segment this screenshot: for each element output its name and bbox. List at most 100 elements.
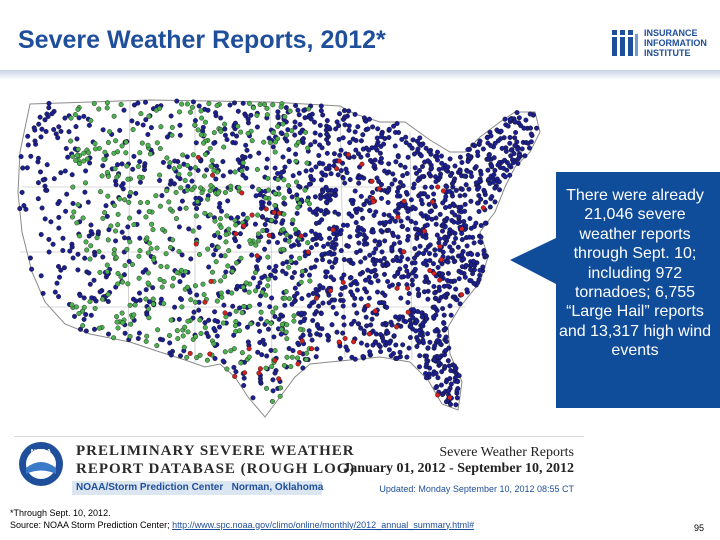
hail-report-marker [281,211,287,217]
wind-report-marker [370,229,376,235]
wind-report-marker [290,348,296,354]
hail-report-marker [201,173,207,179]
wind-report-marker [245,339,251,345]
wind-report-marker [91,277,97,283]
wind-report-marker [117,127,123,133]
wind-report-marker [319,170,325,176]
tornado-report-marker [232,373,238,379]
wind-report-marker [76,115,82,121]
wind-report-marker [465,168,471,174]
wind-report-marker [324,118,330,124]
hail-report-marker [158,124,164,130]
hail-report-marker [81,158,87,164]
wind-report-marker [64,191,70,197]
hail-report-marker [81,304,87,310]
hail-report-marker [214,298,220,304]
wind-report-marker [56,225,62,231]
wind-report-marker [429,216,435,222]
wind-report-marker [291,293,297,299]
wind-report-marker [318,208,324,214]
wind-report-marker [405,256,411,262]
hail-report-marker [277,393,283,399]
hail-report-marker [286,238,292,244]
wind-report-marker [497,187,503,193]
wind-report-marker [360,132,366,138]
wind-report-marker [381,300,387,306]
wind-report-marker [119,229,125,235]
wind-report-marker [358,340,364,346]
hail-report-marker [154,140,160,146]
wind-report-marker [313,208,319,214]
wind-report-marker [407,334,413,340]
wind-report-marker [66,129,72,135]
center-location: Norman, Oklahoma [231,482,324,493]
hail-report-marker [144,235,150,241]
wind-report-marker [244,165,250,171]
wind-report-marker [137,179,143,185]
wind-report-marker [103,203,109,209]
wind-report-marker [271,334,277,340]
hail-report-marker [104,105,110,111]
wind-report-marker [470,271,476,277]
hail-report-marker [75,202,81,208]
wind-report-marker [323,172,329,178]
wind-report-marker [390,171,396,177]
wind-report-marker [403,263,409,269]
hail-report-marker [257,101,263,107]
wind-report-marker [259,275,265,281]
hail-report-marker [114,314,120,320]
tornado-report-marker [447,395,453,401]
wind-report-marker [177,132,183,138]
tornado-report-marker [395,214,401,220]
hail-report-marker [111,150,117,156]
hail-report-marker [86,150,92,156]
wind-report-marker [366,295,372,301]
hail-report-marker [104,269,110,275]
wind-report-marker [413,220,419,226]
hail-report-marker [137,174,143,180]
wind-report-marker [338,248,344,254]
hail-report-marker [272,202,278,208]
wind-report-marker [338,292,344,298]
hail-report-marker [273,305,279,311]
hail-report-marker [275,123,281,129]
hail-report-marker [145,270,151,276]
wind-report-marker [521,125,527,131]
wind-report-marker [403,319,409,325]
wind-report-marker [361,202,367,208]
wind-report-marker [289,274,295,280]
hail-report-marker [87,256,93,262]
wind-report-marker [316,153,322,159]
wind-report-marker [365,126,371,132]
wind-report-marker [50,241,56,247]
wind-report-marker [453,365,459,371]
wind-report-marker [336,211,342,217]
wind-report-marker [417,167,423,173]
wind-report-marker [426,148,432,154]
tornado-report-marker [459,292,465,298]
wind-report-marker [481,248,487,254]
hail-report-marker [164,155,170,161]
wind-report-marker [454,395,460,401]
wind-report-marker [58,128,64,134]
hail-report-marker [280,121,286,127]
hail-report-marker [97,269,103,275]
hail-report-marker [263,292,269,298]
wind-report-marker [83,311,89,317]
source-link[interactable]: http://www.spc.noaa.gov/climo/online/mon… [172,519,475,530]
wind-report-marker [333,192,339,198]
wind-report-marker [35,196,41,202]
wind-report-marker [362,286,368,292]
wind-report-marker [433,179,439,185]
wind-report-marker [301,107,307,113]
wind-report-marker [275,109,281,115]
wind-report-marker [190,99,196,105]
wind-report-marker [434,338,440,344]
hail-report-marker [92,141,98,147]
wind-report-marker [327,192,333,198]
wind-report-marker [381,141,387,147]
tornado-report-marker [405,309,411,315]
hail-report-marker [137,150,143,156]
wind-report-marker [434,232,440,238]
wind-report-marker [471,240,477,246]
